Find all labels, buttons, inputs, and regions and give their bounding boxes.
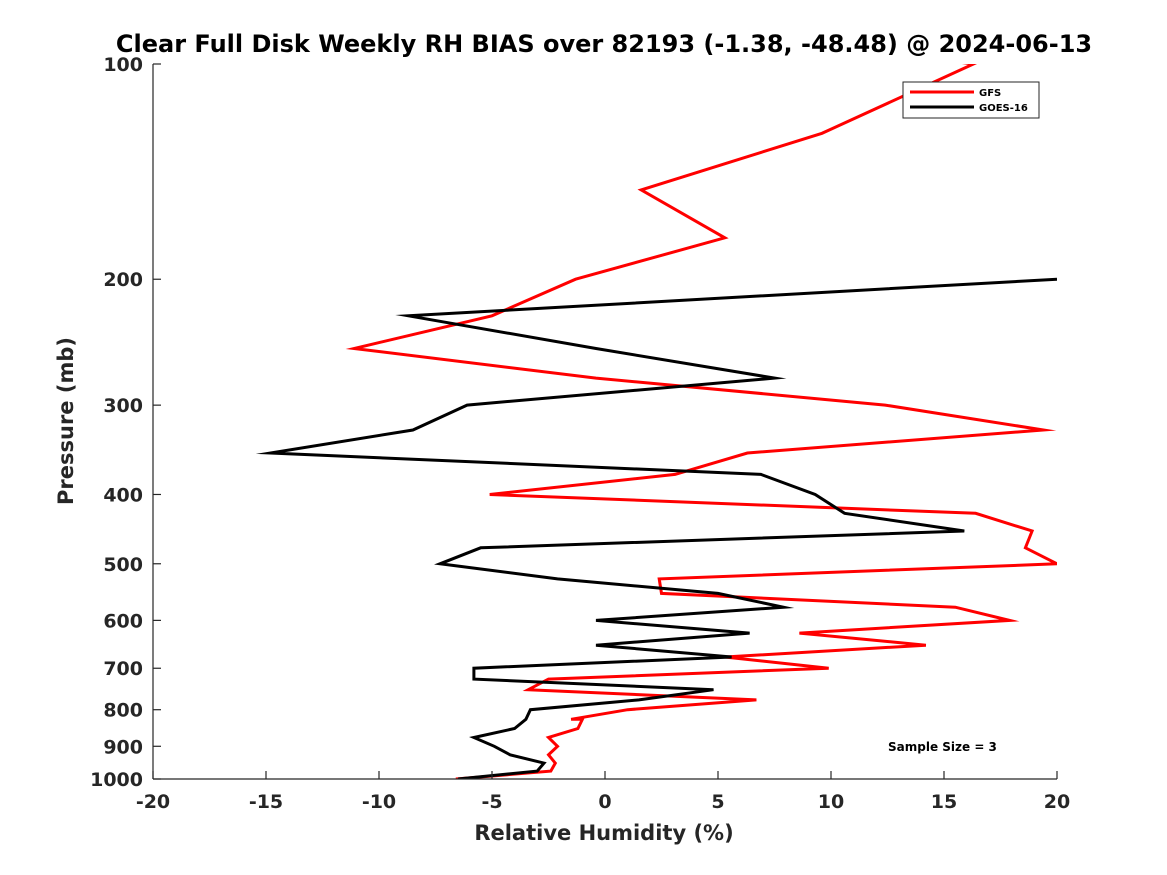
axes-background [153, 64, 1057, 779]
legend-label-gfs: GFS [979, 88, 1001, 99]
y-tick-label: 800 [103, 700, 143, 722]
series-line-gfs [345, 64, 1057, 779]
legend: GFS GOES-16 [902, 81, 1040, 119]
y-tick-label: 300 [103, 395, 143, 417]
x-tick-label: 0 [598, 791, 611, 813]
plot-area [153, 64, 1057, 779]
y-axis-label: Pressure (mb) [54, 337, 78, 505]
legend-box [902, 81, 1040, 119]
x-tick-label: 10 [818, 791, 844, 813]
x-tick-label: -20 [136, 791, 170, 813]
x-tick-label: -15 [249, 791, 283, 813]
x-tick-label: -5 [481, 791, 502, 813]
y-tick-label: 200 [103, 269, 143, 291]
y-tick-label: 100 [103, 54, 143, 76]
legend-label-goes16: GOES-16 [979, 103, 1028, 114]
x-ticks: -20 -15 -10 -5 0 5 10 15 20 [136, 771, 1070, 813]
series-layer [255, 64, 1057, 779]
chart-title: Clear Full Disk Weekly RH BIAS over 8219… [116, 30, 1092, 58]
series-line-goes16 [255, 277, 1057, 779]
x-tick-label: 20 [1044, 791, 1070, 813]
y-tick-label: 900 [103, 736, 143, 758]
y-tick-label: 600 [103, 610, 143, 632]
y-tick-label: 1000 [90, 769, 143, 791]
x-axis-label: Relative Humidity (%) [474, 821, 733, 845]
y-ticks: 100 200 300 400 500 600 700 800 900 1000 [90, 54, 161, 791]
y-tick-label: 400 [103, 484, 143, 506]
x-tick-label: -10 [362, 791, 396, 813]
x-tick-label: 15 [931, 791, 957, 813]
x-tick-label: 5 [711, 791, 724, 813]
y-tick-label: 700 [103, 658, 143, 680]
sample-size-annotation: Sample Size = 3 [888, 740, 997, 754]
y-tick-label: 500 [103, 554, 143, 576]
